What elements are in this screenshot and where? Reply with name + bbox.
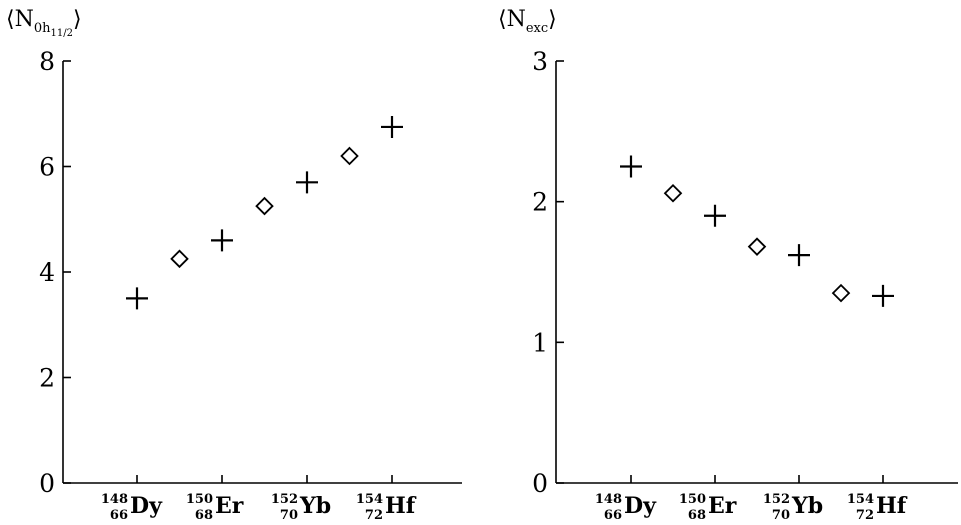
data-point-diamond bbox=[747, 237, 767, 256]
mass-number: 152 bbox=[271, 492, 298, 507]
data-point-plus bbox=[872, 284, 894, 307]
y-tick-label: 4 bbox=[39, 258, 55, 287]
y-tick-label: 2 bbox=[532, 188, 548, 217]
atomic-number: 72 bbox=[365, 508, 383, 523]
element-symbol: Er bbox=[215, 493, 244, 519]
data-point-plus bbox=[620, 155, 642, 178]
y-tick-label: 2 bbox=[39, 364, 55, 393]
mass-number: 154 bbox=[356, 492, 383, 507]
y-tick-label: 1 bbox=[532, 328, 548, 357]
element-symbol: Hf bbox=[876, 493, 908, 519]
data-point-diamond bbox=[340, 146, 359, 166]
atomic-number: 70 bbox=[280, 508, 298, 523]
data-point-diamond bbox=[255, 196, 274, 216]
atomic-number: 72 bbox=[856, 508, 874, 523]
y-tick-label: 8 bbox=[39, 47, 55, 76]
y-axis-label: ⟨Nexc⟩ bbox=[498, 7, 557, 36]
atomic-number: 66 bbox=[110, 508, 128, 523]
y-tick-label: 6 bbox=[39, 153, 55, 182]
data-point-plus bbox=[704, 204, 726, 227]
y-tick-label: 0 bbox=[532, 469, 548, 498]
mass-number: 154 bbox=[847, 492, 874, 507]
element-symbol: Dy bbox=[130, 493, 163, 519]
data-point-plus bbox=[381, 115, 403, 138]
atomic-number: 68 bbox=[688, 508, 706, 523]
mass-number: 148 bbox=[595, 492, 622, 507]
atomic-number: 68 bbox=[195, 508, 213, 523]
atomic-number: 70 bbox=[772, 508, 790, 523]
y-axis-label: ⟨N0h11/2⟩ bbox=[6, 7, 82, 39]
element-symbol: Er bbox=[708, 493, 737, 519]
mass-number: 150 bbox=[186, 492, 213, 507]
mass-number: 148 bbox=[101, 492, 128, 507]
element-symbol: Hf bbox=[385, 493, 417, 519]
element-symbol: Yb bbox=[791, 493, 823, 519]
y-tick-label: 0 bbox=[39, 469, 55, 498]
data-point-plus bbox=[296, 171, 318, 194]
mass-number: 150 bbox=[679, 492, 706, 507]
y-tick-label: 3 bbox=[532, 47, 548, 76]
mass-number: 152 bbox=[763, 492, 790, 507]
atomic-number: 66 bbox=[604, 508, 622, 523]
data-point-plus bbox=[126, 287, 148, 310]
element-symbol: Dy bbox=[624, 493, 657, 519]
element-symbol: Yb bbox=[299, 493, 331, 519]
data-point-diamond bbox=[831, 283, 851, 303]
data-point-plus bbox=[211, 229, 233, 252]
data-point-plus bbox=[788, 244, 810, 267]
data-point-diamond bbox=[170, 249, 189, 269]
data-point-diamond bbox=[663, 183, 683, 203]
